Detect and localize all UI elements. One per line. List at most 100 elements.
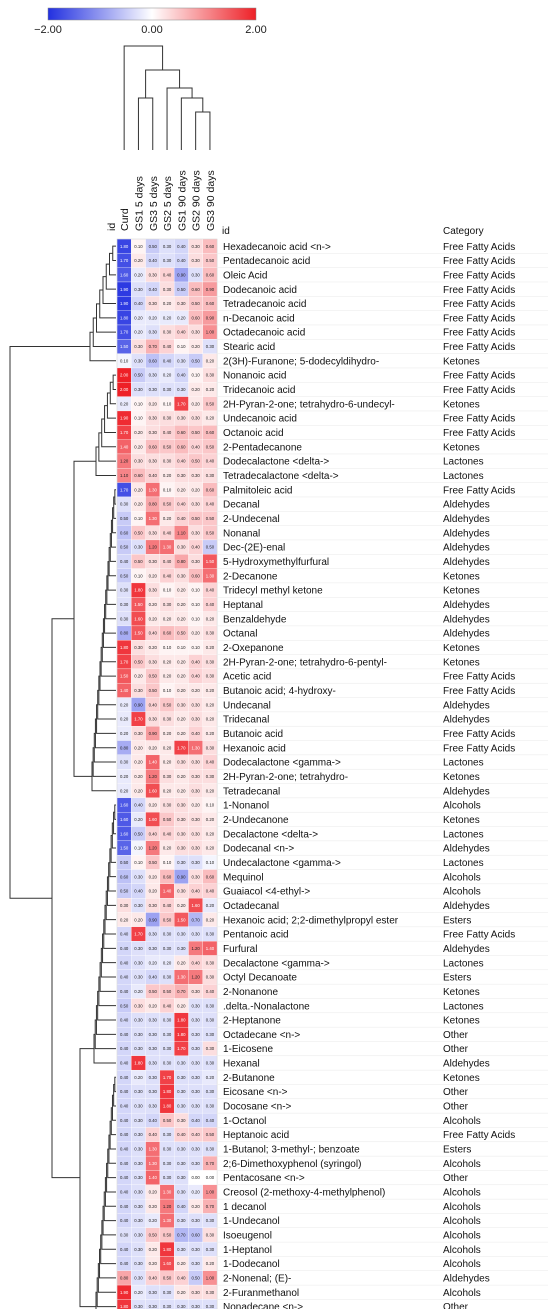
cell-value-label: 0.30	[191, 530, 200, 535]
cell-value-label: 0.40	[177, 244, 186, 249]
column-label: GS2 5 days	[162, 176, 174, 231]
cell-value-label: 0.30	[206, 1018, 215, 1023]
cell-value-label: 0.30	[163, 1161, 172, 1166]
row-id-label: Isoeugenol	[223, 1231, 272, 1242]
cell-value-label: 0.60	[191, 573, 200, 578]
cell-value-label: 0.30	[177, 803, 186, 808]
cell-value-label: 0.40	[163, 344, 172, 349]
cell-value-label: 0.30	[134, 459, 143, 464]
row-category-label: Free Fatty Acids	[443, 371, 515, 382]
cell-value-label: 0.40	[120, 1061, 129, 1066]
cell-value-label: 1.00	[206, 330, 215, 335]
cell-value-label: 1.40	[149, 1175, 158, 1180]
cell-value-label: 0.30	[177, 831, 186, 836]
cell-value-label: 0.20	[206, 817, 215, 822]
row-dendrogram-link	[98, 976, 116, 1007]
row-dendrogram-link	[79, 1048, 96, 1308]
cell-value-label: 1.20	[120, 459, 129, 464]
cell-value-label: 1.40	[149, 760, 158, 765]
cell-value-label: 0.30	[134, 1104, 143, 1109]
row-id-label: 2-Furanmethanol	[223, 1288, 299, 1299]
cell-value-label: 0.30	[134, 688, 143, 693]
row-category-label: Alcohols	[443, 872, 481, 883]
cell-value-label: 0.20	[134, 444, 143, 449]
cell-value-label: 0.30	[191, 244, 200, 249]
cell-value-label: 1.90	[120, 287, 129, 292]
cell-value-label: 1.80	[163, 1104, 172, 1109]
cell-value-label: 0.20	[149, 573, 158, 578]
row-id-label: Tetradecanal	[223, 786, 280, 797]
column-header-id: id	[106, 223, 118, 231]
row-category-label: Lactones	[443, 1001, 484, 1012]
cell-value-label: 0.20	[177, 774, 186, 779]
cell-value-label: 1.60	[134, 616, 143, 621]
row-dendrogram-link	[94, 718, 116, 749]
cell-value-label: 0.90	[149, 731, 158, 736]
cell-value-label: 0.40	[120, 1075, 129, 1080]
row-category-label: Aldehydes	[443, 844, 490, 855]
cell-value-label: 0.30	[177, 1247, 186, 1252]
cell-value-label: 0.30	[177, 1075, 186, 1080]
row-category-label: Free Fatty Acids	[443, 485, 515, 496]
cell-value-label: 0.30	[120, 602, 129, 607]
cell-value-label: 0.20	[206, 717, 215, 722]
cell-value-label: 0.30	[177, 932, 186, 937]
cell-value-label: 0.40	[149, 1276, 158, 1281]
cell-value-label: 0.40	[120, 975, 129, 980]
cell-value-label: 0.30	[163, 1046, 172, 1051]
row-dendrogram-link	[51, 618, 80, 1179]
cell-value-label: 0.40	[191, 545, 200, 550]
cell-value-label: 0.50	[163, 989, 172, 994]
cell-value-label: 0.30	[163, 459, 172, 464]
row-id-label: Undecanoic acid	[223, 414, 297, 425]
cell-value-label: 0.20	[163, 788, 172, 793]
cell-value-label: 0.30	[206, 1003, 215, 1008]
row-dendrogram-link	[105, 263, 116, 290]
cell-value-label: 0.20	[177, 1003, 186, 1008]
row-dendrogram-link	[97, 689, 116, 720]
cell-value-label: 0.20	[149, 889, 158, 894]
cell-value-label: 0.30	[177, 573, 186, 578]
cell-value-label: 0.20	[206, 702, 215, 707]
row-category-label: Aldehydes	[443, 944, 490, 955]
row-id-label: Dec-(2E)-enal	[223, 543, 285, 554]
row-id-label: Decanal	[223, 500, 260, 511]
row-id-label: Heptanoic acid	[223, 1130, 289, 1141]
cell-value-label: 0.50	[163, 817, 172, 822]
cell-value-label: 0.30	[134, 903, 143, 908]
cell-value-label: 0.30	[177, 1304, 186, 1309]
cell-value-label: 1.30	[177, 975, 186, 980]
cell-value-label: 0.20	[149, 1247, 158, 1252]
cell-value-label: 0.30	[149, 1290, 158, 1295]
cell-value-label: 0.70	[177, 1233, 186, 1238]
cell-value-label: 0.30	[177, 1104, 186, 1109]
cell-value-label: 0.40	[120, 1104, 129, 1109]
cell-value-label: 0.30	[206, 1089, 215, 1094]
cell-value-label: 0.50	[191, 459, 200, 464]
cell-value-label: 0.30	[177, 545, 186, 550]
row-id-label: Palmitoleic acid	[223, 485, 292, 496]
cell-value-label: 0.30	[134, 645, 143, 650]
row-dendrogram-link	[102, 1205, 116, 1236]
cell-value-label: 0.30	[206, 745, 215, 750]
cell-value-label: 0.20	[163, 473, 172, 478]
cell-value-label: 0.90	[177, 272, 186, 277]
row-dendrogram	[9, 245, 116, 1309]
cell-value-label: 1.80	[120, 1304, 129, 1309]
row-category-label: Other	[443, 1087, 469, 1098]
cell-value-label: 1.20	[149, 846, 158, 851]
cell-value-label: 0.30	[134, 1161, 143, 1166]
cell-value-label: 0.50	[163, 1276, 172, 1281]
cell-value-label: 1.70	[120, 330, 129, 335]
cell-value-label: 0.50	[163, 1118, 172, 1123]
cell-value-label: 0.10	[191, 602, 200, 607]
cell-value-label: 1.20	[149, 774, 158, 779]
cell-value-label: 0.20	[177, 659, 186, 664]
cell-value-label: 0.20	[206, 831, 215, 836]
cell-value-label: 0.60	[191, 287, 200, 292]
cell-value-label: 0.30	[206, 473, 215, 478]
cell-value-label: 0.20	[149, 960, 158, 965]
cell-value-label: 1.90	[120, 1290, 129, 1295]
cell-value-label: 0.40	[191, 889, 200, 894]
row-category-label: Aldehydes	[443, 1059, 490, 1070]
